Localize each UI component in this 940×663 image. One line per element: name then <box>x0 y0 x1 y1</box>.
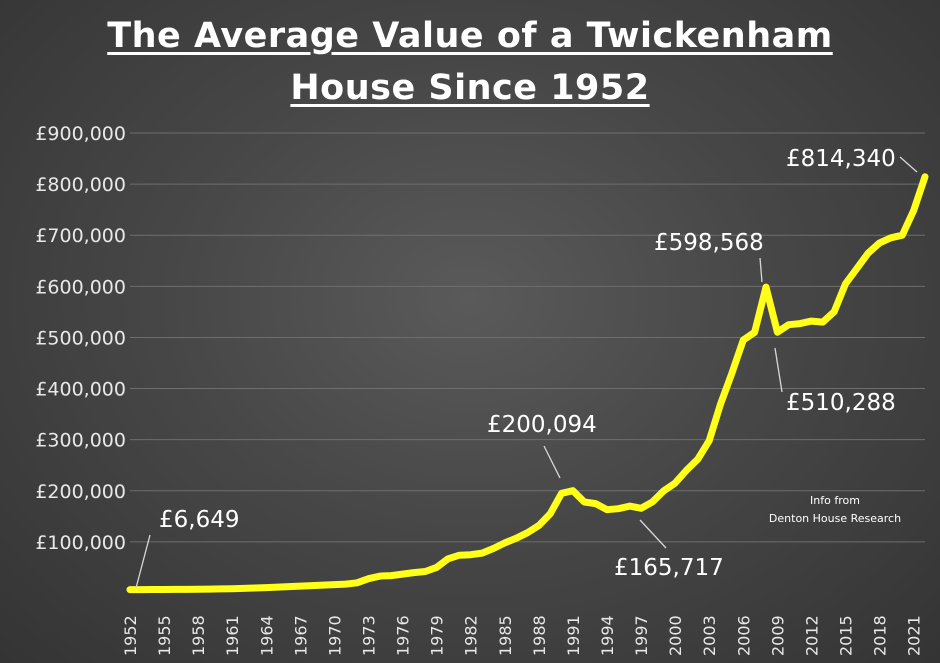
x-tick-label-23: 2021 <box>905 615 924 656</box>
x-tick-label-0: 1952 <box>121 615 140 656</box>
annotation-leader-5 <box>899 156 918 173</box>
x-tick-label-21: 2015 <box>837 615 856 656</box>
x-tick-label-4: 1964 <box>257 615 276 656</box>
x-tick-label-5: 1967 <box>291 615 310 656</box>
annotation-label-0: £6,649 <box>159 507 239 533</box>
x-tick-label-1: 1955 <box>155 615 174 656</box>
y-tick-label-4: £500,000 <box>35 327 126 349</box>
x-tick-label-7: 1973 <box>360 615 379 656</box>
x-tick-label-18: 2006 <box>734 615 753 656</box>
series-line <box>126 173 929 594</box>
x-tick-label-22: 2018 <box>871 615 890 656</box>
x-tick-label-6: 1970 <box>325 615 344 656</box>
x-tick-label-13: 1991 <box>564 615 583 656</box>
x-tick-label-2: 1958 <box>189 615 208 656</box>
annotation-leader-3 <box>759 257 763 283</box>
chart-title: The Average Value of a Twickenham House … <box>0 10 940 114</box>
source-note-line-2: Denton House Research <box>769 512 901 525</box>
y-tick-label-2: £300,000 <box>35 430 126 452</box>
annotation-label-5: £814,340 <box>786 146 896 172</box>
x-tick-label-11: 1985 <box>496 615 515 656</box>
x-tick-label-19: 2009 <box>768 615 787 656</box>
x-tick-label-12: 1988 <box>530 615 549 656</box>
annotation-label-2: £165,717 <box>614 555 724 581</box>
y-tick-label-8: £900,000 <box>35 123 126 145</box>
y-tick-label-7: £800,000 <box>35 174 126 196</box>
x-tick-label-15: 1997 <box>632 615 651 656</box>
x-tick-label-16: 2000 <box>666 615 685 656</box>
annotation-leader-4 <box>774 347 783 393</box>
annotation-leader-0 <box>135 534 151 589</box>
x-tick-label-10: 1982 <box>462 615 481 656</box>
annotation-leader-1 <box>543 445 561 479</box>
x-tick-label-14: 1994 <box>598 615 617 656</box>
source-note-line-1: Info from <box>810 494 860 507</box>
chart-title-line-2: House Since 1952 <box>290 68 650 108</box>
annotation-label-1: £200,094 <box>487 412 597 438</box>
annotation-label-4: £510,288 <box>786 390 896 416</box>
y-tick-label-0: £100,000 <box>35 532 126 554</box>
y-tick-label-3: £400,000 <box>35 379 126 401</box>
x-tick-label-20: 2012 <box>802 615 821 656</box>
y-tick-label-6: £700,000 <box>35 225 126 247</box>
annotation-leader-2 <box>639 519 667 549</box>
annotation-label-3: £598,568 <box>654 230 764 256</box>
y-tick-label-5: £600,000 <box>35 276 126 298</box>
x-tick-label-3: 1961 <box>223 615 242 656</box>
x-tick-label-9: 1979 <box>428 615 447 656</box>
x-tick-label-17: 2003 <box>700 615 719 656</box>
x-tick-label-8: 1976 <box>394 615 413 656</box>
y-tick-label-1: £200,000 <box>35 481 126 503</box>
chart-title-line-1: The Average Value of a Twickenham <box>107 16 833 56</box>
